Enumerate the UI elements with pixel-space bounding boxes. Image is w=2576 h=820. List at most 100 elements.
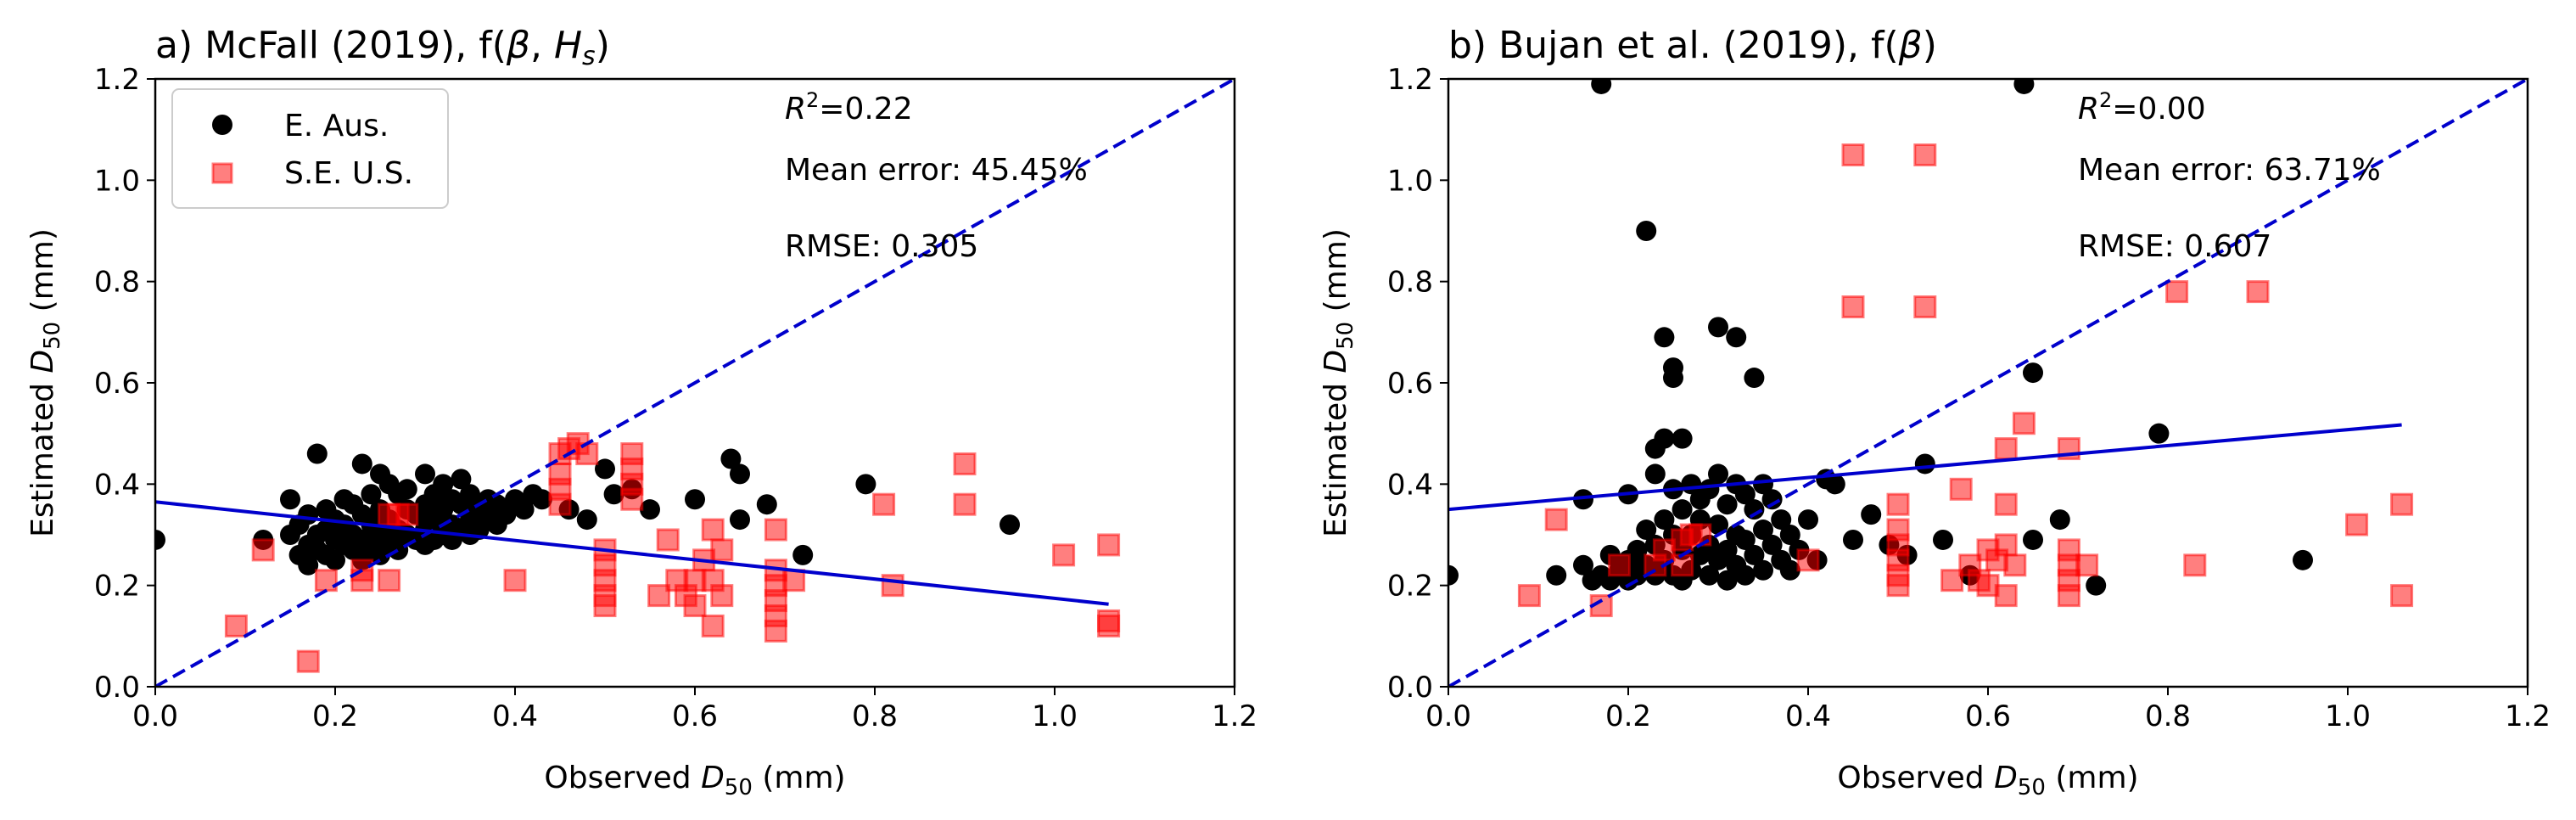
data-point-se-us <box>656 528 680 552</box>
data-point-se-us <box>378 569 401 593</box>
data-point-se-us <box>1607 553 1631 577</box>
data-point-se-us <box>710 584 734 608</box>
data-point-e-aus <box>155 529 165 550</box>
data-point-e-aus <box>640 499 660 520</box>
data-point-e-aus <box>1708 514 1728 536</box>
x-tick-label: 1.0 <box>2325 699 2371 733</box>
data-point-se-us <box>1097 533 1121 557</box>
y-tick-label: 1.2 <box>1387 63 1433 97</box>
y-tick-label: 1.0 <box>94 164 140 198</box>
data-point-e-aus <box>1761 489 1783 510</box>
data-point-se-us <box>872 492 896 516</box>
panel-a-marks <box>155 79 1235 687</box>
data-point-e-aus <box>1448 564 1459 586</box>
data-point-e-aus <box>1672 499 1693 520</box>
legend-box <box>171 88 449 209</box>
data-point-se-us <box>1671 553 1694 577</box>
data-point-e-aus <box>2013 79 2035 94</box>
data-point-e-aus <box>1779 559 1800 581</box>
data-point-e-aus <box>1672 428 1693 449</box>
data-point-e-aus <box>576 509 597 531</box>
data-point-e-aus <box>1654 327 1675 348</box>
data-point-se-us <box>764 619 787 643</box>
data-point-e-aus <box>1636 520 1657 541</box>
data-point-se-us <box>710 538 734 562</box>
y-tick-label: 0.2 <box>94 570 140 604</box>
x-tick-label: 1.2 <box>2505 699 2551 733</box>
data-point-e-aus <box>451 469 472 490</box>
data-point-se-us <box>782 569 806 593</box>
data-point-e-aus <box>388 539 409 560</box>
data-point-e-aus <box>2049 509 2070 531</box>
data-point-se-us <box>1949 477 1973 501</box>
data-point-e-aus <box>1779 525 1800 545</box>
data-point-se-us <box>2003 553 2027 577</box>
data-point-e-aus <box>1708 317 1728 338</box>
data-point-se-us <box>503 569 527 593</box>
data-point-se-us <box>1994 437 2018 461</box>
data-point-e-aus <box>1744 499 1765 520</box>
panel-b-title: b) Bujan et al. (2019), f(β) <box>1448 24 1937 67</box>
legend-label-e-aus: E. Aus. <box>284 109 389 143</box>
data-point-e-aus <box>351 453 372 475</box>
data-point-se-us <box>1913 143 1937 166</box>
data-point-se-us <box>1517 584 1541 608</box>
y-tick-label: 0.0 <box>94 671 140 705</box>
x-tick-label: 0.6 <box>1965 699 2011 733</box>
series-se-us <box>224 432 1121 673</box>
legend-label-se-us: S.E. U.S. <box>284 156 413 191</box>
data-point-se-us <box>1052 543 1076 567</box>
data-point-se-us <box>593 594 617 618</box>
data-point-e-aus <box>496 504 517 525</box>
x-tick-label: 1.2 <box>1212 699 1257 733</box>
x-tick-label: 0.4 <box>1785 699 1831 733</box>
data-point-e-aus <box>513 499 535 520</box>
panel-b-chart: 0.0 0.2 0.4 0.6 0.8 1.0 1.2 0.0 0.2 0.4 0.6 0.8 1.0 1… <box>1319 24 2551 800</box>
y-tick-label: 0.4 <box>1387 468 1433 502</box>
x-tick-label: 0.4 <box>492 699 538 733</box>
x-tick-label: 0.2 <box>312 699 358 733</box>
data-point-e-aus <box>1716 570 1738 591</box>
data-point-se-us <box>2390 492 2414 516</box>
data-point-e-aus <box>415 463 435 485</box>
data-point-e-aus <box>1744 544 1765 565</box>
data-point-e-aus <box>1761 534 1783 555</box>
data-point-e-aus <box>756 494 777 515</box>
one-to-one-line <box>1448 79 2528 687</box>
data-point-e-aus <box>280 489 300 510</box>
data-point-se-us <box>2057 584 2080 608</box>
data-point-se-us <box>953 492 977 516</box>
data-point-e-aus <box>1708 463 1728 485</box>
y-tick-label: 0.6 <box>94 367 140 401</box>
y-tick-label: 0.0 <box>1387 671 1433 705</box>
data-point-se-us <box>1994 492 2018 516</box>
data-point-se-us <box>1886 574 1910 598</box>
data-point-e-aus <box>1744 368 1765 389</box>
panel-b-marks <box>1448 79 2528 687</box>
data-point-e-aus <box>298 504 319 525</box>
data-point-se-us <box>2345 513 2369 536</box>
x-tick-label: 0.8 <box>2145 699 2191 733</box>
fit-line <box>1448 423 2402 512</box>
data-point-se-us <box>1940 569 1964 593</box>
data-point-e-aus <box>1726 327 1747 348</box>
panel-a-x-axis-label: Observed D50 (mm) <box>544 761 845 800</box>
data-point-e-aus <box>1663 368 1683 389</box>
legend-marker-se-us <box>211 162 233 184</box>
data-point-e-aus <box>361 484 382 505</box>
data-point-se-us <box>2012 412 2036 435</box>
data-point-e-aus <box>1546 564 1567 586</box>
panel-a-title: a) McFall (2019), f(β, Hs) <box>155 24 610 71</box>
data-point-e-aus <box>1573 489 1593 510</box>
legend-marker-e-aus <box>212 115 232 135</box>
data-point-se-us <box>2183 553 2207 577</box>
data-point-se-us <box>2075 553 2099 577</box>
data-point-e-aus <box>1861 504 1882 525</box>
data-point-se-us <box>251 538 275 562</box>
panel-a-y-axis-label: Estimated D50 (mm) <box>25 228 65 537</box>
data-point-e-aus <box>1933 529 1953 550</box>
data-point-se-us <box>2390 584 2414 608</box>
data-point-e-aus <box>298 554 319 576</box>
x-tick-label: 0.6 <box>672 699 718 733</box>
